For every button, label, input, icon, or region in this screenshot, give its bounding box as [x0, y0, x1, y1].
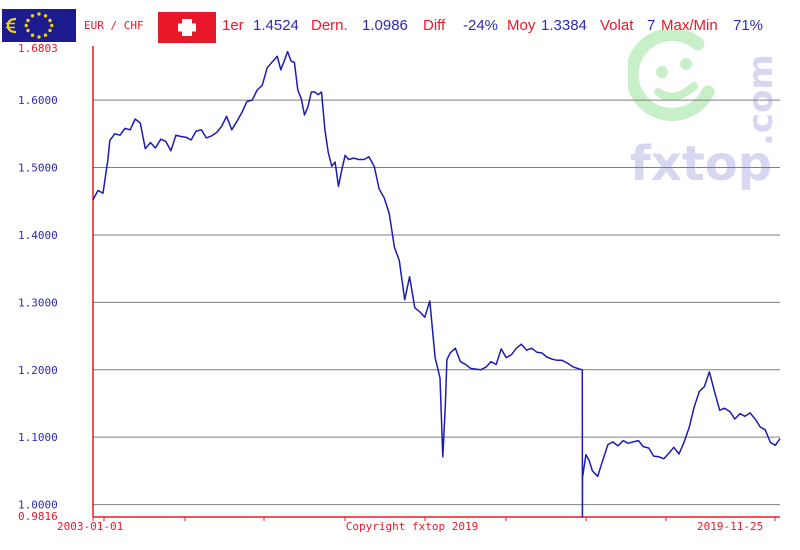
- diff-value: -24%: [463, 17, 499, 34]
- x-tick-label-end: 2019-11-25: [697, 520, 763, 533]
- currency-pair-label: EUR / CHF: [84, 19, 144, 32]
- average-label: Moy: [507, 17, 536, 34]
- fxtop-watermark: fxtop .com: [628, 30, 781, 192]
- first-label: 1er: [222, 17, 244, 34]
- gridlines: [93, 99, 780, 506]
- watermark-brand: fxtop: [630, 136, 772, 192]
- swiss-flag-icon: [158, 12, 216, 43]
- x-tick-label-start: 2003-01-01: [57, 520, 123, 533]
- maxmin-value: 71%: [733, 17, 764, 34]
- maxmin-label: Max/Min: [661, 17, 718, 34]
- y-tick-labels: 1.0000 1.1000 1.2000 1.3000 1.4000 1.5000 1.60…: [18, 42, 58, 523]
- y-tick-label: 1.3000: [18, 296, 58, 309]
- y-tick-label: 1.5000: [18, 162, 58, 175]
- last-value: 1.0986: [362, 17, 408, 34]
- diff-label: Diff: [423, 17, 446, 34]
- copyright-caption: Copyright fxtop 2019: [346, 520, 478, 533]
- y-tick-label: 1.6000: [18, 94, 58, 107]
- chart-header: EUR / CHF 1er 1.4524 Dern. 1.0986 Diff -…: [0, 0, 800, 46]
- average-value: 1.3384: [541, 17, 587, 34]
- first-value: 1.4524: [253, 17, 299, 34]
- fxtop-smiley-icon: [628, 30, 715, 121]
- y-max-label: 1.6803: [18, 42, 58, 55]
- y-tick-label: 1.2000: [18, 364, 58, 377]
- y-tick-label: 1.1000: [18, 431, 58, 444]
- euro-flag-icon: [2, 9, 76, 42]
- axes: [92, 46, 780, 521]
- x-tick-labels: 2003-01-01 2019-11-25: [57, 520, 763, 533]
- y-tick-label: 1.0000: [18, 499, 58, 512]
- volatility-value: 7: [647, 17, 656, 34]
- last-label: Dern.: [311, 17, 348, 34]
- y-tick-label: 1.4000: [18, 229, 58, 242]
- series-line: [92, 50, 781, 518]
- y-min-label: 0.9816: [18, 510, 58, 523]
- volatility-label: Volat: [600, 17, 634, 34]
